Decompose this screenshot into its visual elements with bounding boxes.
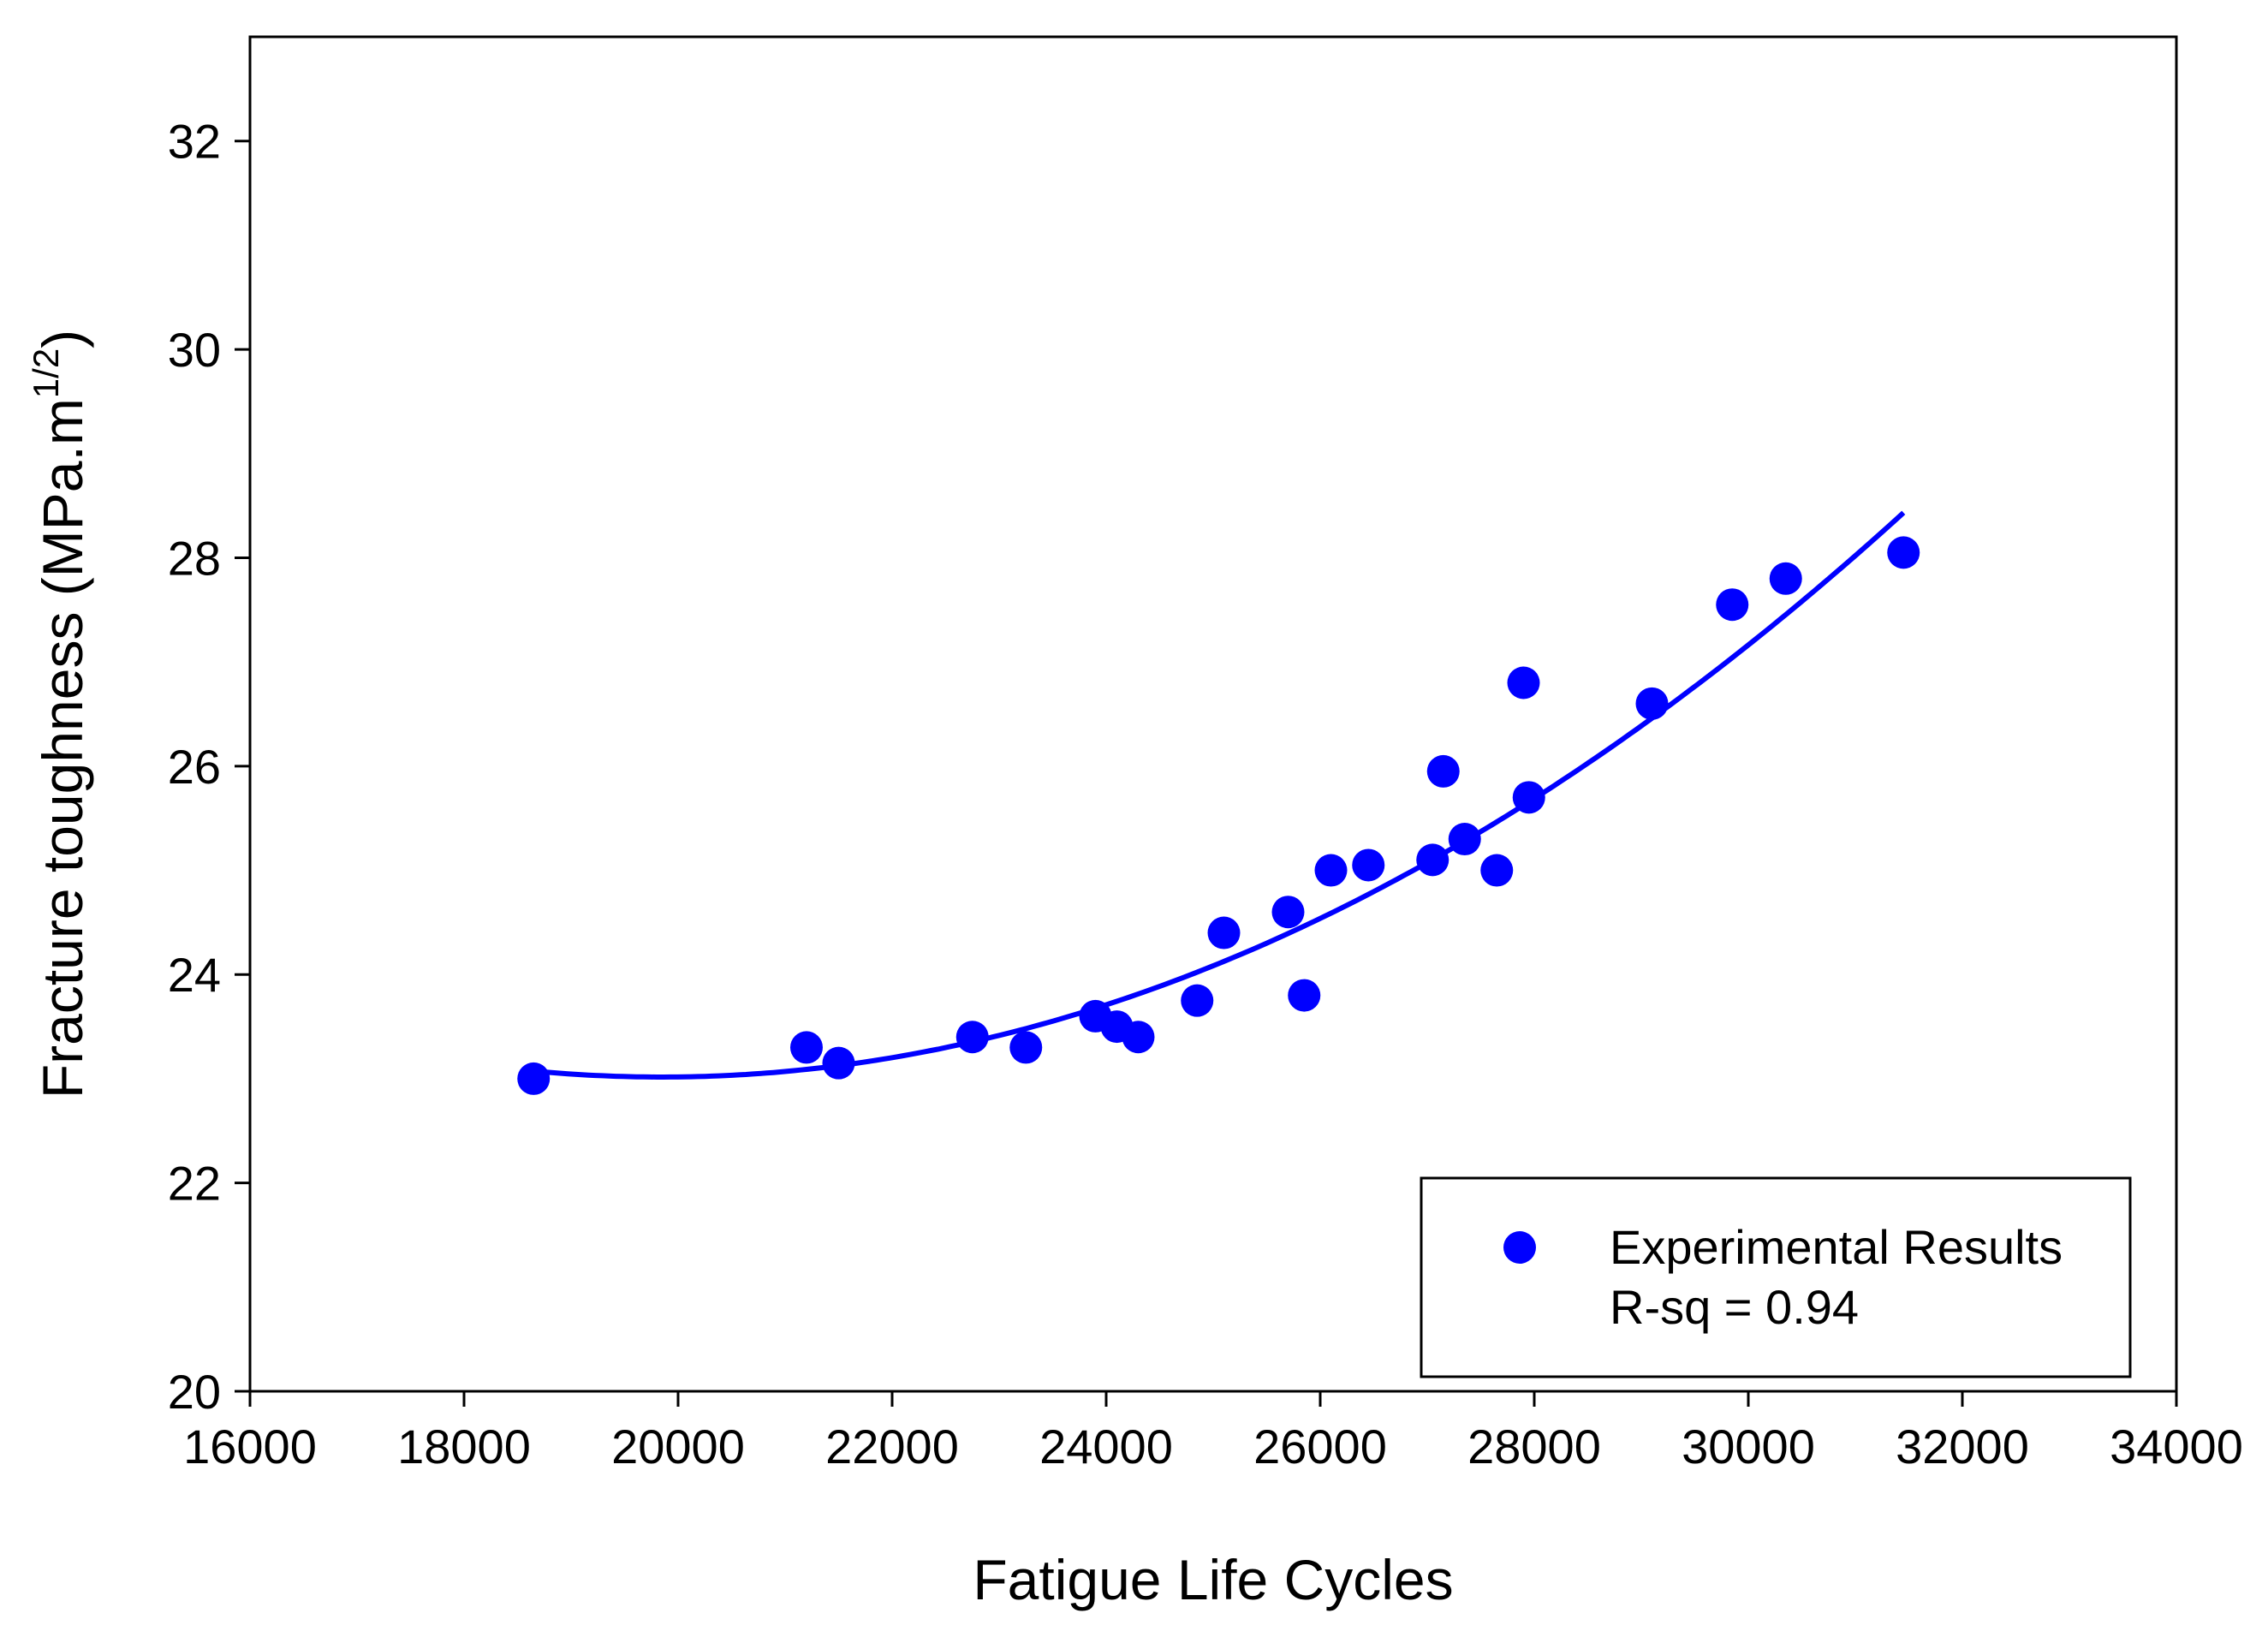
data-point [1448,823,1481,856]
legend-box [1420,1176,2132,1378]
y-tick-label: 30 [168,323,221,377]
data-point [517,1062,551,1095]
data-point [1009,1031,1043,1064]
data-point [955,1021,989,1054]
data-point [1480,854,1514,887]
data-point [1887,536,1920,569]
y-axis-title-close: ) [31,330,94,348]
legend: Experimental Results R-sq = 0.94 [1420,1176,2132,1378]
data-points [517,536,1920,1095]
y-tick-label: 32 [168,115,221,169]
data-point [790,1031,823,1064]
x-tick-label: 22000 [825,1420,959,1473]
data-point [1507,666,1540,699]
data-point [1635,687,1669,720]
y-tick-label: 24 [168,948,221,1002]
x-tick-label: 32000 [1896,1420,2029,1473]
legend-r-squared: R-sq = 0.94 [1610,1280,1859,1334]
data-point [1716,588,1749,622]
x-tick-label: 24000 [1039,1420,1173,1473]
data-point [1314,854,1348,887]
data-point [1416,843,1449,877]
x-tick-label: 30000 [1682,1420,1815,1473]
data-point [1271,896,1305,929]
x-tick-label: 20000 [611,1420,745,1473]
y-tick-label: 20 [168,1365,221,1419]
y-axis-title-main: Fracture toughness (MPa.m [31,398,94,1098]
y-tick-label: 28 [168,531,221,585]
data-point [1426,754,1460,788]
legend-marker [1503,1231,1536,1264]
data-point [1181,984,1214,1017]
data-point [1288,979,1321,1012]
x-tick-label: 18000 [397,1420,531,1473]
x-tick-label: 16000 [183,1420,317,1473]
x-axis-title: Fatigue Life Cycles [973,1548,1453,1611]
plot-area [248,35,2178,1393]
data-point [1769,562,1802,595]
y-axis-title: Fracture toughness (MPa.m1/2) [26,330,94,1098]
x-axis-ticks: 16000 18000 20000 22000 24000 26000 28000 30000… [183,1391,2243,1473]
y-axis-title-superscript: 1/2 [26,348,66,398]
y-tick-label: 26 [168,740,221,794]
fit-curve [533,510,1906,1080]
legend-entry-label: Experimental Results [1610,1220,2063,1274]
data-point [1207,916,1241,949]
data-point [1512,781,1545,814]
data-point [822,1046,855,1080]
x-tick-label: 26000 [1253,1420,1387,1473]
y-tick-label: 22 [168,1157,221,1211]
x-tick-label: 28000 [1467,1420,1601,1473]
x-tick-label: 34000 [2110,1420,2243,1473]
data-point [1352,848,1385,882]
y-axis-ticks: 20 22 24 26 28 30 32 [168,115,250,1419]
data-point [1122,1021,1155,1054]
